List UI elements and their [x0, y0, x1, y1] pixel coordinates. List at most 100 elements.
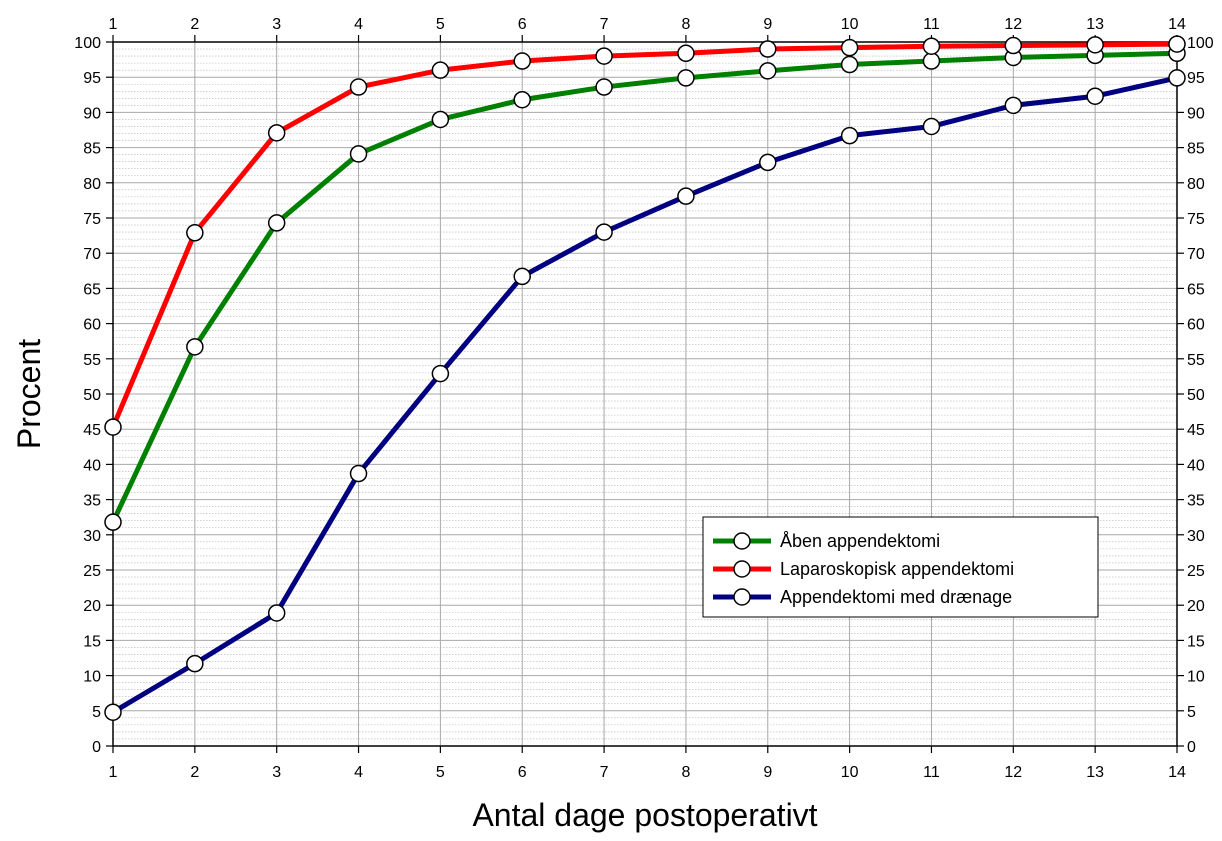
x-tick-label-top: 14 [1168, 16, 1186, 33]
x-tick-label-top: 6 [518, 16, 527, 33]
y-tick-label-left: 50 [83, 387, 101, 404]
series-line-2 [110, 75, 1180, 715]
y-tick-label-right: 95 [1187, 70, 1205, 87]
x-tick-label-top: 9 [763, 16, 772, 33]
series-lines [110, 41, 1180, 715]
legend-label: Laparoskopisk appendektomi [780, 559, 1014, 579]
y-tick-label-right: 5 [1187, 704, 1196, 721]
x-tick-label-bottom: 3 [272, 764, 281, 781]
y-tick-label-left: 75 [83, 211, 101, 228]
legend-swatch-marker [733, 588, 751, 606]
x-axis-title: Antal dage postoperativt [472, 797, 817, 833]
data-point-series-2 [922, 117, 941, 136]
legend-items: Åben appendektomi Laparoskopisk appendekt… [713, 531, 1014, 607]
y-tick-label-right: 50 [1187, 387, 1205, 404]
y-tick-label-left: 65 [83, 281, 101, 298]
data-point-series-2 [513, 267, 531, 286]
y-tick-label-right: 70 [1187, 246, 1205, 263]
data-point-series-0 [186, 338, 204, 356]
y-tick-label-left: 100 [74, 35, 101, 52]
data-point-series-2 [1168, 69, 1186, 87]
x-tick-label-bottom: 6 [518, 764, 527, 781]
data-point-series-1 [759, 40, 777, 58]
axis-ticks [106, 35, 1184, 753]
series-line-0 [110, 50, 1180, 525]
data-point-series-1 [431, 61, 450, 79]
data-point-series-0 [922, 52, 941, 70]
x-tick-label-top: 1 [109, 16, 118, 33]
y-tick-label-left: 80 [83, 176, 101, 193]
y-tick-label-right: 0 [1187, 739, 1196, 756]
y-tick-label-right: 15 [1187, 633, 1205, 650]
y-tick-label-left: 5 [92, 704, 101, 721]
data-point-series-1 [1004, 36, 1023, 55]
data-point-series-2 [349, 464, 368, 483]
legend-label: Åben appendektomi [780, 531, 940, 551]
major-gridlines [113, 42, 1177, 746]
series-line-1 [110, 41, 1180, 430]
x-tick-label-bottom: 9 [763, 764, 772, 781]
y-tick-label-right: 25 [1187, 563, 1205, 580]
y-tick-label-left: 35 [83, 493, 101, 510]
y-tick-label-right: 90 [1187, 105, 1205, 122]
y-tick-label-left: 45 [83, 422, 101, 439]
data-point-series-0 [104, 513, 122, 531]
y-tick-label-right: 20 [1187, 598, 1205, 615]
y-axis-title: Procent [11, 339, 47, 449]
data-point-series-2 [1004, 96, 1023, 115]
data-point-series-2 [431, 364, 450, 383]
y-tick-label-left: 15 [83, 633, 101, 650]
y-tick-label-right: 35 [1187, 493, 1205, 510]
y-tick-label-left: 90 [83, 105, 101, 122]
data-point-series-1 [267, 124, 286, 142]
x-tick-label-top: 5 [436, 16, 445, 33]
data-point-series-2 [104, 703, 122, 721]
y-tick-label-right: 65 [1187, 281, 1205, 298]
x-tick-label-bottom: 12 [1004, 764, 1022, 781]
x-tick-label-bottom: 11 [923, 764, 940, 781]
legend-swatch-marker [733, 560, 751, 578]
data-point-series-1 [186, 224, 204, 242]
legend: Åben appendektomi Laparoskopisk appendekt… [702, 516, 1099, 618]
data-point-series-2 [759, 153, 777, 172]
data-point-series-1 [677, 44, 695, 63]
x-tick-label-bottom: 5 [436, 764, 445, 781]
x-tick-label-top: 8 [681, 16, 690, 33]
y-tick-label-right: 55 [1187, 352, 1205, 369]
data-point-series-2 [840, 126, 859, 145]
y-tick-label-left: 55 [83, 352, 101, 369]
data-point-series-0 [840, 55, 859, 74]
x-tick-label-bottom: 8 [681, 764, 690, 781]
y-tick-label-left: 60 [83, 317, 101, 334]
x-tick-label-top: 11 [923, 16, 940, 33]
y-tick-label-left: 95 [83, 70, 101, 87]
data-point-series-0 [349, 145, 368, 163]
y-tick-label-right: 40 [1187, 457, 1205, 474]
data-point-series-2 [186, 654, 204, 673]
data-point-series-1 [104, 418, 122, 436]
y-tick-label-left: 25 [83, 563, 101, 580]
data-point-series-2 [1086, 87, 1104, 105]
x-tick-label-top: 2 [190, 16, 199, 33]
data-point-series-0 [677, 69, 695, 87]
data-point-series-0 [267, 214, 286, 232]
data-point-series-1 [349, 78, 368, 96]
x-tick-label-bottom: 1 [109, 764, 118, 781]
x-tick-label-top: 7 [600, 16, 609, 33]
legend-label: Appendektomi med drænage [780, 587, 1012, 607]
x-tick-label-top: 3 [272, 16, 281, 33]
x-tick-label-bottom: 14 [1168, 764, 1186, 781]
series-points [104, 35, 1186, 721]
y-tick-label-right: 75 [1187, 211, 1205, 228]
y-tick-label-right: 30 [1187, 528, 1205, 545]
x-tick-label-bottom: 10 [841, 764, 859, 781]
y-tick-label-left: 40 [83, 457, 101, 474]
legend-swatch-marker [733, 532, 751, 550]
data-point-series-0 [759, 62, 777, 80]
data-point-series-1 [840, 38, 859, 57]
data-point-series-2 [595, 223, 613, 241]
y-tick-label-right: 45 [1187, 422, 1205, 439]
data-point-series-2 [267, 604, 286, 622]
x-tick-label-top: 13 [1086, 16, 1104, 33]
